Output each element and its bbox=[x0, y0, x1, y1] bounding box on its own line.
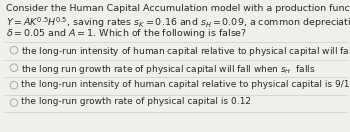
Text: the long-run intensity of human capital relative to physical capital will fall w: the long-run intensity of human capital … bbox=[21, 45, 350, 58]
Text: $\delta = 0.05$ and $A = 1$. Which of the following is false?: $\delta = 0.05$ and $A = 1$. Which of th… bbox=[6, 27, 247, 40]
Text: the long run growth rate of physical capital will fall when $s_H$  falls: the long run growth rate of physical cap… bbox=[21, 62, 316, 76]
Text: $Y = AK^{0.5}H^{0.5}$, saving rates $s_K = 0.16$ and $s_H = 0.09$, a common depr: $Y = AK^{0.5}H^{0.5}$, saving rates $s_K… bbox=[6, 15, 350, 30]
Text: the long-run intensity of human capital relative to physical capital is 9/16: the long-run intensity of human capital … bbox=[21, 80, 350, 89]
Text: the long-run growth rate of physical capital is 0.12: the long-run growth rate of physical cap… bbox=[21, 98, 251, 107]
Text: Consider the Human Capital Accumulation model with a production function given b: Consider the Human Capital Accumulation … bbox=[6, 4, 350, 13]
